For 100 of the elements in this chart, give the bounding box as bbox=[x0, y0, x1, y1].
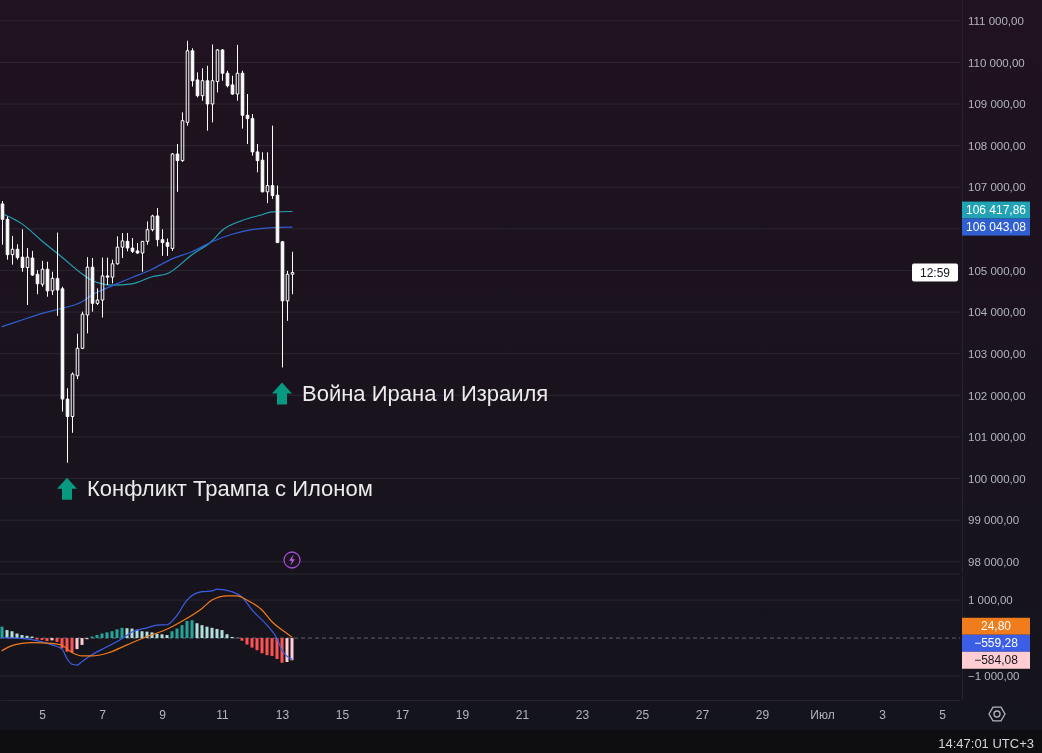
y-tick-label: −1 000,00 bbox=[968, 670, 1020, 683]
bar bbox=[75, 638, 79, 650]
bar bbox=[45, 638, 49, 642]
bar bbox=[270, 638, 274, 656]
bar bbox=[240, 638, 244, 641]
x-tick-label: 5 bbox=[39, 707, 47, 722]
candlestick bbox=[245, 93, 250, 145]
candlestick bbox=[125, 232, 130, 252]
bar bbox=[200, 625, 204, 639]
candlestick bbox=[155, 207, 160, 247]
x-tick-label: 13 bbox=[275, 707, 290, 722]
candlestick bbox=[210, 44, 215, 123]
bar bbox=[175, 628, 179, 639]
bar bbox=[245, 638, 249, 645]
bar bbox=[110, 631, 114, 639]
candlestick bbox=[215, 48, 220, 93]
bar bbox=[180, 625, 184, 639]
candlestick bbox=[100, 257, 105, 318]
candlestick bbox=[85, 256, 90, 334]
bar bbox=[120, 627, 124, 639]
bar bbox=[265, 638, 269, 656]
x-tick-label: 25 bbox=[635, 707, 650, 722]
bar bbox=[195, 623, 199, 639]
y-tick-label: 108 000,00 bbox=[968, 139, 1026, 152]
y-tick-label: 1 000,00 bbox=[968, 594, 1013, 607]
candlestick bbox=[230, 75, 235, 96]
bar bbox=[55, 638, 59, 642]
candlestick bbox=[140, 240, 145, 273]
candlestick bbox=[95, 287, 100, 306]
y-tick-label: 103 000,00 bbox=[968, 347, 1026, 360]
bar bbox=[165, 635, 169, 639]
candlestick bbox=[255, 143, 260, 173]
x-tick-label: 5 bbox=[939, 707, 947, 722]
candlestick bbox=[180, 111, 185, 163]
candlestick bbox=[30, 250, 35, 277]
x-tick-label: 17 bbox=[395, 707, 410, 722]
bar bbox=[80, 638, 84, 645]
bar bbox=[210, 627, 214, 639]
bar bbox=[260, 638, 264, 654]
candlestick bbox=[20, 228, 25, 273]
candlestick bbox=[265, 151, 270, 204]
candlestick bbox=[75, 333, 80, 380]
candlestick bbox=[185, 40, 190, 127]
candlestick bbox=[270, 125, 275, 200]
y-tick-label: 105 000,00 bbox=[968, 264, 1026, 277]
y-tick-label: 99 000,00 bbox=[968, 514, 1020, 527]
candlestick bbox=[165, 237, 170, 257]
candlestick bbox=[35, 269, 40, 295]
candlestick bbox=[290, 251, 295, 295]
candlestick bbox=[15, 243, 20, 261]
text: 14:47:01 UTC+3 bbox=[938, 736, 1034, 751]
bar bbox=[225, 634, 229, 639]
y-tick-label: 100 000,00 bbox=[968, 472, 1026, 485]
bar bbox=[20, 635, 24, 639]
x-tick-label: 27 bbox=[695, 707, 710, 722]
bar bbox=[250, 638, 254, 648]
candlestick bbox=[285, 270, 290, 322]
candlestick bbox=[280, 240, 285, 368]
candlestick bbox=[45, 261, 50, 298]
candlestick bbox=[130, 237, 135, 254]
bar bbox=[215, 628, 219, 639]
x-tick-label: 19 bbox=[455, 707, 470, 722]
candlestick bbox=[135, 242, 140, 255]
candlestick bbox=[65, 387, 70, 464]
y-tick-label: 104 000,00 bbox=[968, 306, 1026, 319]
annotation: Война Ирана и Израиля bbox=[302, 381, 549, 407]
candlestick bbox=[115, 235, 120, 266]
bar bbox=[115, 629, 119, 639]
candlestick bbox=[145, 220, 150, 246]
candlestick bbox=[150, 214, 155, 232]
x-tick-label: 7 bbox=[99, 707, 107, 722]
bar bbox=[70, 638, 74, 653]
x-tick-label: 11 bbox=[216, 707, 230, 722]
x-tick-label: 29 bbox=[755, 707, 770, 722]
bar bbox=[205, 626, 209, 639]
bar bbox=[140, 631, 144, 639]
bar bbox=[95, 635, 99, 639]
annotation: 12:59 bbox=[919, 265, 951, 280]
y-tick-label: 111 000,00 bbox=[968, 14, 1024, 27]
candlestick bbox=[40, 260, 45, 288]
x-tick-label: 15 bbox=[335, 707, 350, 722]
text: −559,28 bbox=[974, 636, 1019, 651]
bar bbox=[105, 632, 109, 639]
x-tick-label: Июл bbox=[810, 707, 835, 722]
x-tick-label: 9 bbox=[159, 707, 167, 722]
y-tick-label: 110 000,00 bbox=[968, 56, 1025, 69]
candlestick bbox=[120, 232, 125, 259]
candlestick bbox=[80, 311, 85, 350]
bar bbox=[255, 638, 259, 651]
text: 106 417,86 bbox=[965, 203, 1027, 218]
bar bbox=[160, 634, 164, 639]
candlestick bbox=[170, 152, 175, 252]
text: 106 043,08 bbox=[965, 220, 1027, 235]
candlestick bbox=[175, 143, 180, 193]
candlestick bbox=[55, 232, 60, 317]
candlestick bbox=[105, 257, 110, 286]
annotation: Конфликт Трампа с Илоном bbox=[87, 476, 373, 502]
bar bbox=[190, 620, 194, 639]
bar bbox=[290, 638, 294, 661]
candlestick bbox=[195, 71, 200, 98]
